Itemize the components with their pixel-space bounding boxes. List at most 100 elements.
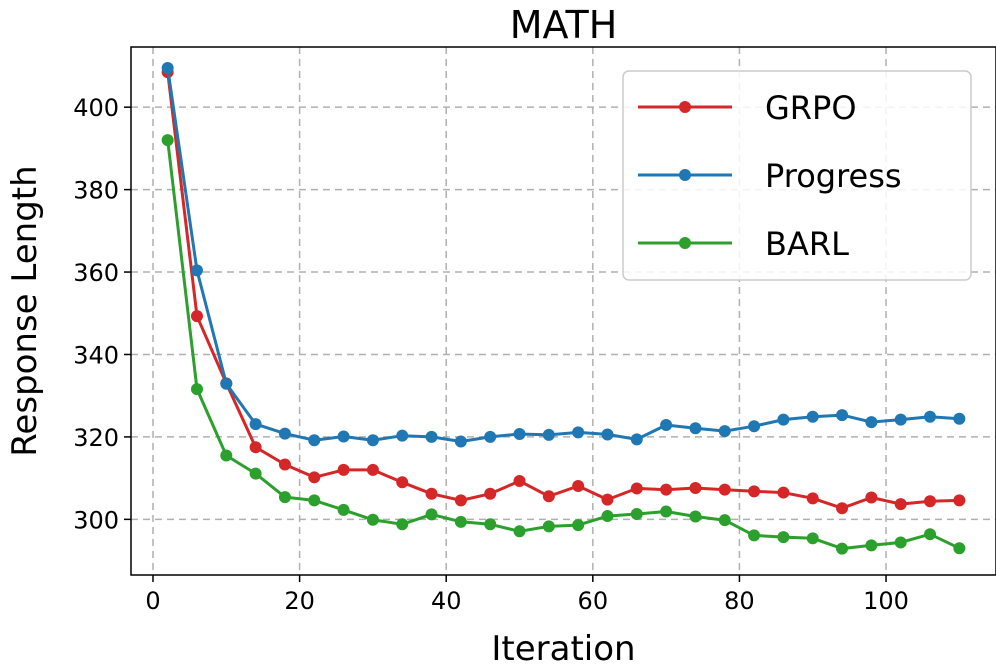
axis-ticks: 0 20 40 60 80 100 300 320 340 360 380 400 (73, 94, 909, 615)
data-point (924, 528, 937, 541)
legend-entry-progress: Progress (638, 157, 902, 195)
y-tick-label: 360 (73, 259, 119, 287)
data-point (601, 428, 614, 441)
series-barl (161, 134, 966, 555)
data-point (454, 435, 467, 448)
data-point (894, 498, 907, 511)
data-point (161, 134, 174, 147)
data-point (220, 377, 233, 390)
series-line (166, 67, 960, 443)
data-point (308, 494, 321, 507)
data-point (748, 485, 761, 498)
data-point (484, 430, 497, 443)
data-point (836, 502, 849, 515)
data-point (894, 413, 907, 426)
legend-label: BARL (765, 225, 849, 263)
data-point (337, 430, 350, 443)
legend-marker (679, 101, 691, 113)
data-point (660, 483, 673, 496)
data-point (190, 264, 203, 277)
data-point (953, 542, 966, 555)
legend: GRPO Progress BARL (622, 70, 972, 281)
data-point (396, 518, 409, 531)
data-point (865, 416, 878, 429)
data-point (630, 433, 643, 446)
data-point (748, 529, 761, 542)
series-line (166, 71, 960, 510)
data-point (308, 434, 321, 447)
data-point (572, 519, 585, 532)
data-point (894, 536, 907, 549)
data-point (836, 542, 849, 555)
data-point (484, 518, 497, 531)
legend-box (622, 70, 972, 281)
y-tick-label: 320 (73, 424, 119, 452)
data-point (513, 428, 526, 441)
series-line (166, 140, 960, 551)
data-point (366, 513, 379, 526)
data-point (572, 426, 585, 439)
data-point (865, 491, 878, 504)
x-tick-label: 80 (724, 587, 755, 615)
data-point (748, 420, 761, 433)
data-point (806, 410, 819, 423)
legend-label: GRPO (765, 89, 857, 127)
data-point (660, 418, 673, 431)
series-layer (161, 62, 966, 555)
data-point (630, 507, 643, 520)
series-progress (161, 62, 966, 448)
data-point (953, 412, 966, 425)
plot-frame (130, 46, 996, 576)
x-tick-label: 40 (431, 587, 462, 615)
x-tick-label: 0 (145, 587, 160, 615)
x-tick-label: 60 (578, 587, 609, 615)
x-tick-label: 100 (863, 587, 909, 615)
data-point (396, 429, 409, 442)
data-point (190, 310, 203, 323)
legend-label: Progress (765, 157, 902, 195)
data-point (161, 62, 174, 75)
data-point (425, 430, 438, 443)
data-point (601, 493, 614, 506)
data-point (777, 413, 790, 426)
y-tick-label: 300 (73, 506, 119, 534)
data-point (542, 428, 555, 441)
data-point (689, 422, 702, 435)
data-point (484, 487, 497, 500)
y-tick-label: 380 (73, 177, 119, 205)
data-point (689, 482, 702, 495)
data-point (278, 427, 291, 440)
data-point (630, 482, 643, 495)
data-point (513, 475, 526, 488)
data-point (865, 539, 878, 552)
data-point (924, 410, 937, 423)
legend-marker (679, 169, 691, 181)
data-point (836, 409, 849, 422)
data-point (454, 494, 467, 507)
data-point (689, 510, 702, 523)
data-point (542, 520, 555, 533)
y-axis-title: Response Length (5, 165, 45, 456)
data-point (396, 476, 409, 489)
data-point (249, 441, 262, 454)
data-point (278, 458, 291, 471)
data-point (454, 515, 467, 528)
data-point (542, 490, 555, 503)
data-point (777, 531, 790, 544)
data-point (718, 483, 731, 496)
data-point (718, 425, 731, 438)
data-point (337, 463, 350, 476)
legend-marker (679, 237, 691, 249)
data-point (249, 467, 262, 480)
data-point (278, 491, 291, 504)
data-point (337, 503, 350, 516)
data-point (425, 487, 438, 500)
legend-entry-grpo: GRPO (638, 89, 857, 127)
data-point (513, 525, 526, 538)
data-point (190, 383, 203, 396)
data-point (924, 495, 937, 508)
data-point (249, 418, 262, 431)
data-point (806, 532, 819, 545)
data-point (308, 471, 321, 484)
